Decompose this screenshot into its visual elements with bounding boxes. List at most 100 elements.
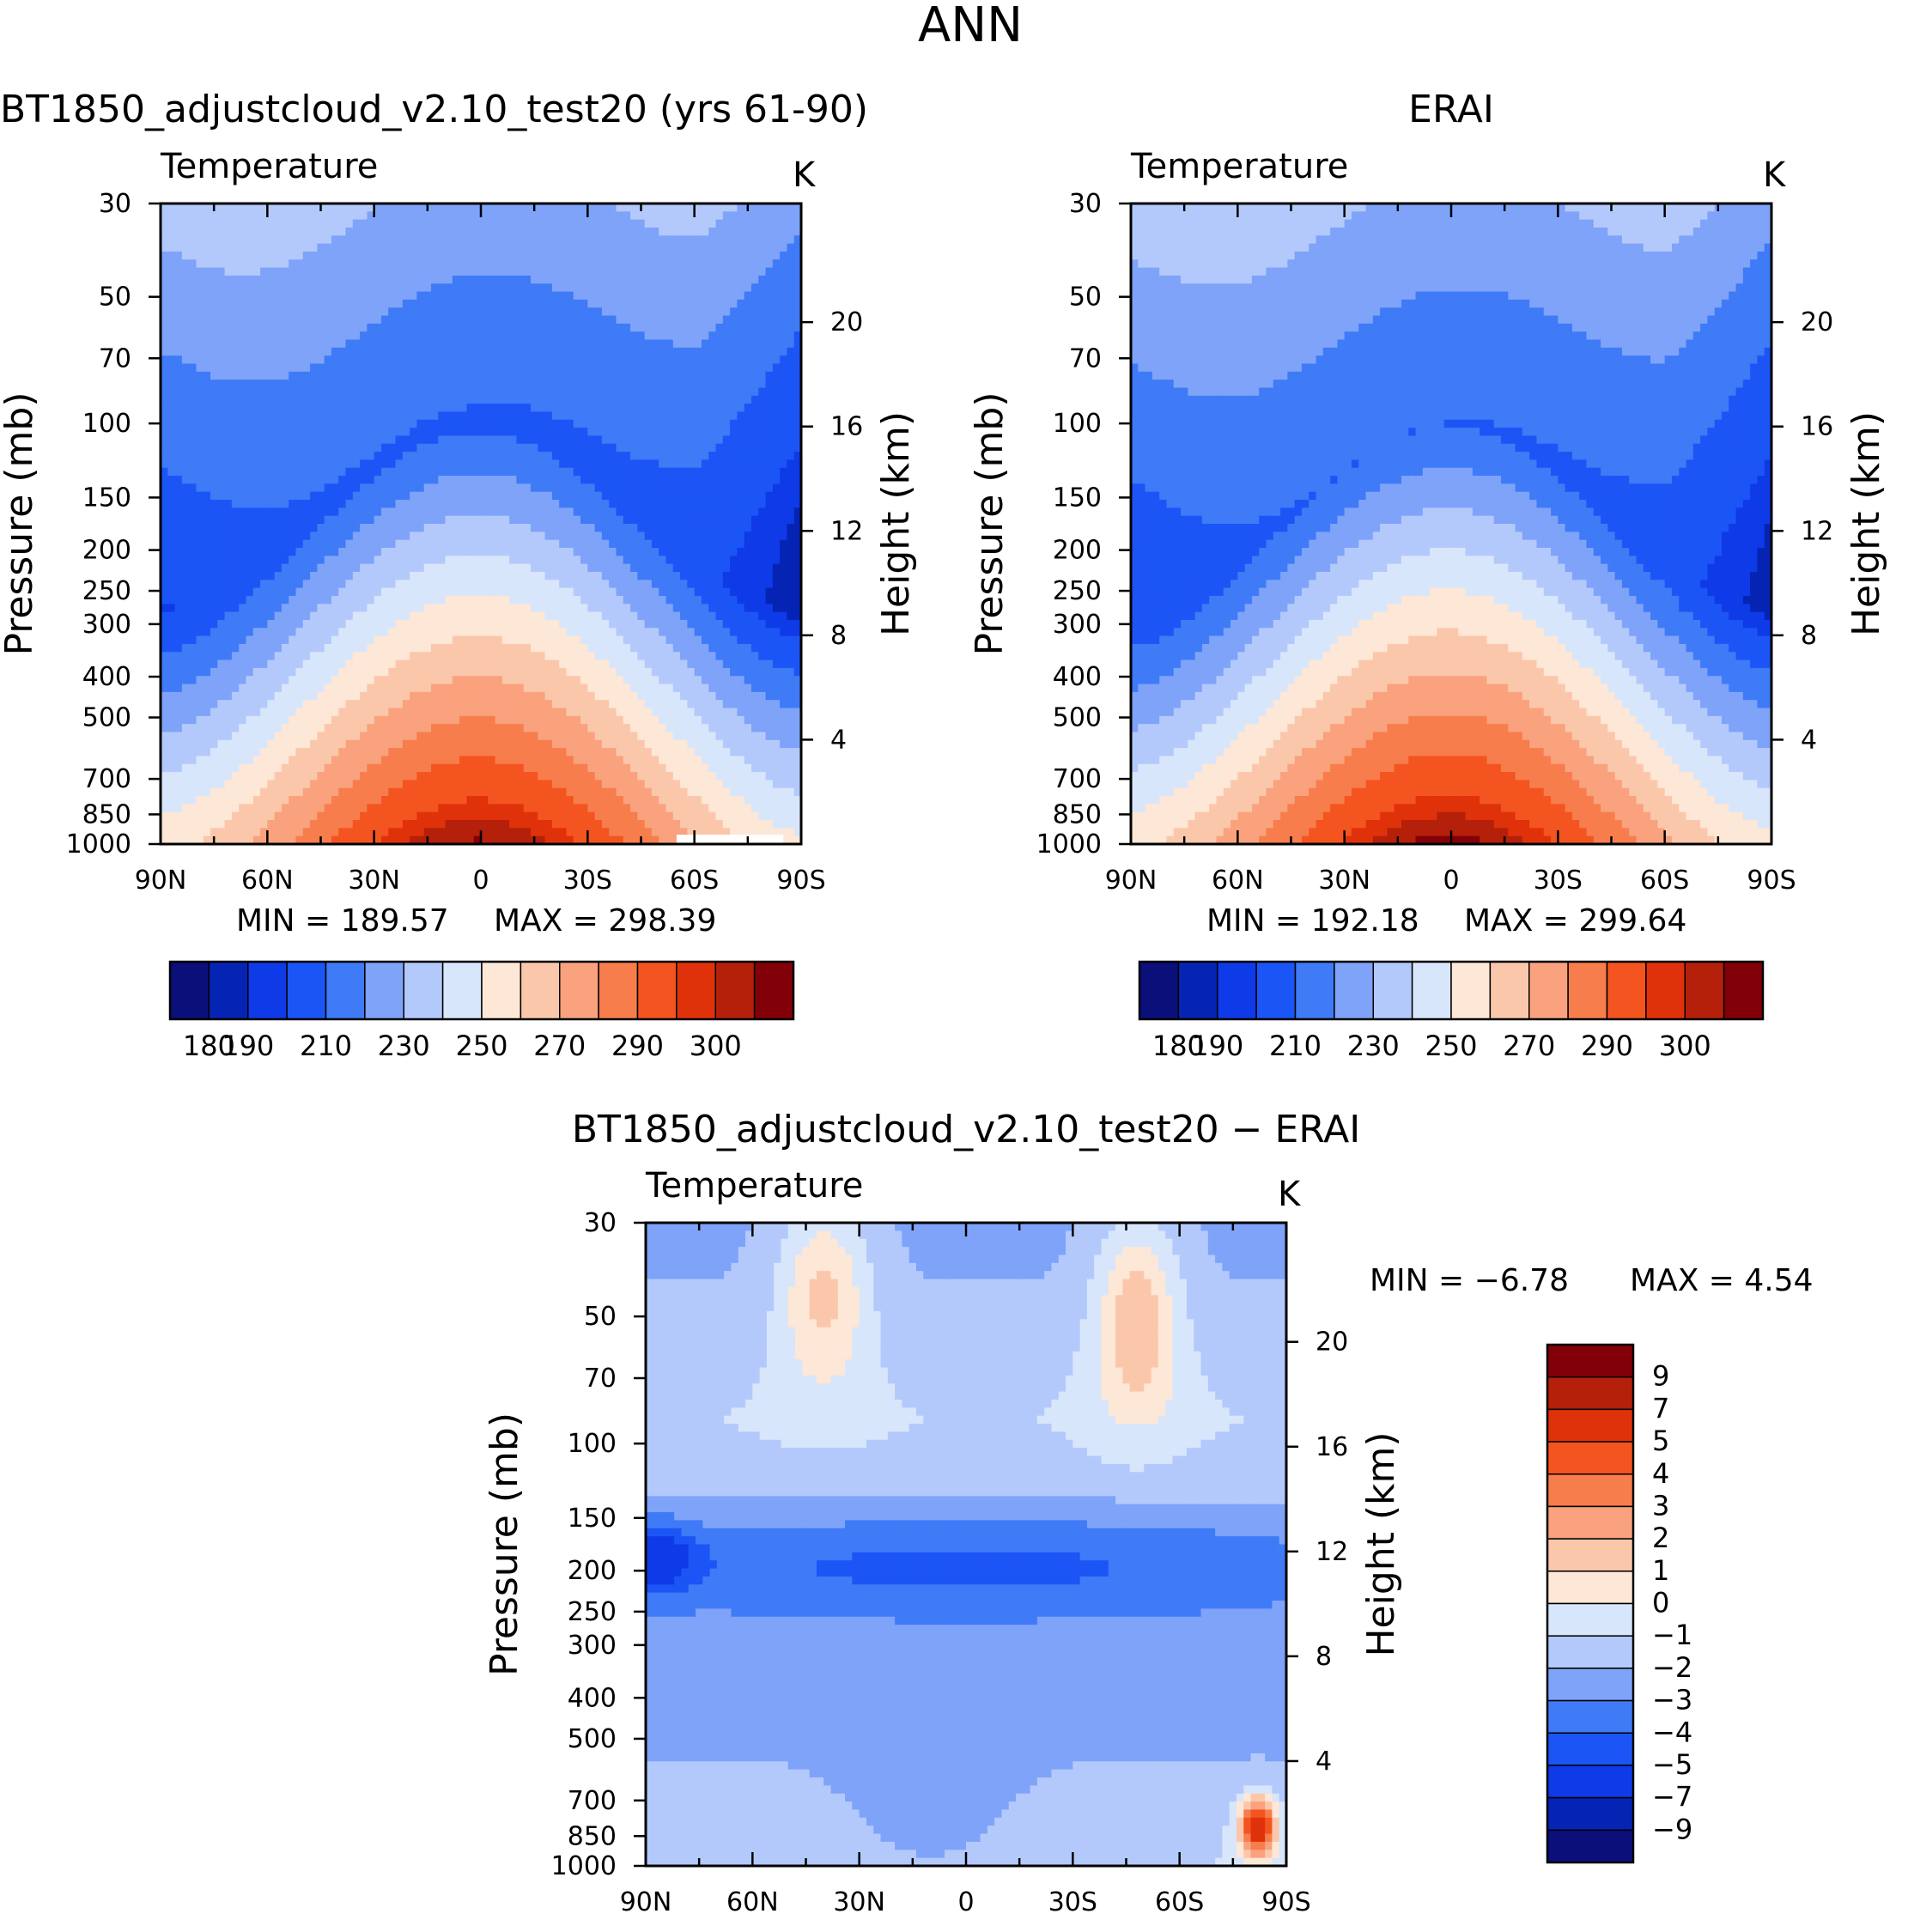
heatmap-cell [189,635,197,645]
heatmap-cell [289,556,297,565]
heatmap-cell [587,275,596,284]
heatmap-cell [481,267,489,276]
heatmap-cell [374,532,382,541]
heatmap-cell [395,796,404,805]
heatmap-cell [289,772,297,781]
heatmap-cell [210,580,218,589]
heatmap-cell [452,483,460,493]
heatmap-cell [388,700,397,709]
heatmap-cell [352,211,361,221]
heatmap-cell [601,404,610,413]
heatmap-cell [573,299,581,308]
heatmap-cell [281,619,289,629]
heatmap-cell [459,476,468,484]
heatmap-cell [523,387,532,397]
heatmap-cell [566,395,574,404]
heatmap-cell [196,219,204,228]
heatmap-cell [573,547,581,556]
heatmap-cell [594,804,603,813]
heatmap-cell [438,604,447,613]
heatmap-cell [452,604,460,613]
heatmap-cell [402,467,410,477]
heatmap-cell [459,748,468,757]
heatmap-cell [203,459,211,469]
heatmap-cell [324,811,332,821]
heatmap-cell [473,227,482,236]
heatmap-cell [538,491,546,501]
heatmap-cell [239,835,247,844]
heatmap-cell [423,739,432,749]
heatmap-cell [338,667,347,677]
heatmap-cell [551,595,560,605]
heatmap-cell [338,780,347,789]
heatmap-cell [374,299,382,308]
heatmap-cell [317,739,325,749]
heatmap-cell [174,347,183,356]
heatmap-cell [274,676,283,685]
heatmap-cell [310,611,318,621]
heatmap-cell [289,659,297,669]
heatmap-cell [544,580,553,589]
heatmap-cell [410,796,417,805]
heatmap-cell [167,532,176,541]
heatmap-cell [388,443,397,453]
heatmap-cell [410,315,417,325]
heatmap-cell [587,772,596,781]
heatmap-cell [594,307,603,317]
heatmap-cell [345,204,354,212]
heatmap-cell [445,628,453,637]
heatmap-cell [252,715,261,725]
heatmap-cell [367,748,375,757]
heatmap-cell [310,307,318,317]
heatmap-cell [459,204,468,212]
heatmap-cell [174,828,183,837]
heatmap-cell [196,732,204,741]
heatmap-cell [252,483,261,493]
heatmap-cell [438,556,447,565]
heatmap-cell [516,419,525,428]
heatmap-cell [367,323,375,332]
heatmap-cell [523,459,532,469]
heatmap-cell [573,659,581,669]
heatmap-cell [466,676,475,685]
heatmap-cell [452,347,460,356]
heatmap-cell [380,691,389,701]
heatmap-cell [367,691,375,701]
heatmap-cell [488,219,496,228]
heatmap-cell [523,299,532,308]
heatmap-cell [566,283,574,293]
heatmap-cell [544,404,553,413]
heatmap-cell [416,635,425,645]
heatmap-cell [445,715,453,725]
heatmap-cell [210,483,218,493]
heatmap-cell [267,715,276,725]
heatmap-cell [395,459,404,469]
heatmap-cell [473,780,482,789]
heatmap-cell [587,251,596,260]
heatmap-cell [580,211,588,221]
heatmap-cell [310,476,318,484]
heatmap-cell [601,283,610,293]
heatmap-cell [289,715,297,725]
heatmap-cell [302,787,311,797]
heatmap-cell [559,411,568,421]
heatmap-cell [395,235,404,245]
heatmap-cell [167,483,176,493]
heatmap-cell [587,524,596,532]
heatmap-cell [210,500,218,508]
heatmap-cell [438,732,447,741]
heatmap-cell [380,291,389,301]
heatmap-cell [338,323,347,332]
heatmap-cell [231,515,240,525]
heatmap-cell [531,724,538,733]
heatmap-cell [523,547,532,556]
heatmap-cell [516,828,525,837]
heatmap-cell [516,500,525,508]
heatmap-cell [167,339,176,349]
heatmap-cell [566,556,574,565]
heatmap-cell [594,211,603,221]
heatmap-cell [345,500,354,508]
heatmap-cell [224,715,233,725]
heatmap-cell [352,748,361,757]
heatmap-cell [423,323,432,332]
